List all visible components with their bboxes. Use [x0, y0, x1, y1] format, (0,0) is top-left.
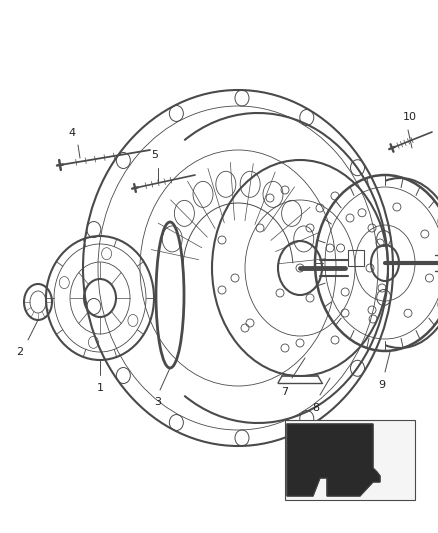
Bar [348, 250, 364, 266]
Polygon shape [287, 424, 380, 496]
Text: 5: 5 [152, 150, 159, 160]
Text: 10: 10 [403, 112, 417, 122]
Text: 4: 4 [68, 128, 76, 138]
Text: 3: 3 [155, 397, 162, 407]
Text: 9: 9 [378, 380, 385, 390]
Text: 1: 1 [96, 383, 103, 393]
Bar [285, 420, 415, 500]
Text: 8: 8 [312, 403, 320, 413]
Text: 2: 2 [17, 347, 24, 357]
Text: 7: 7 [282, 387, 289, 397]
